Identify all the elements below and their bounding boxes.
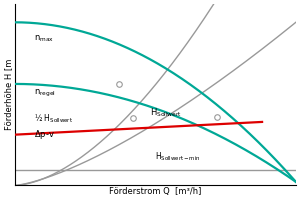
Text: n$_{\mathregular{regel}}$: n$_{\mathregular{regel}}$	[34, 88, 56, 99]
X-axis label: Förderstrom Q  [m³/h]: Förderstrom Q [m³/h]	[109, 187, 201, 196]
Text: H$_{\mathregular{Sollwert-min}}$: H$_{\mathregular{Sollwert-min}}$	[155, 150, 201, 163]
Text: ½ H$_{\mathregular{Sollwert}}$: ½ H$_{\mathregular{Sollwert}}$	[34, 112, 73, 125]
Text: $\Delta$p-v: $\Delta$p-v	[34, 128, 55, 141]
Text: n$_{\mathregular{max}}$: n$_{\mathregular{max}}$	[34, 33, 54, 44]
Y-axis label: Förderhöhe H [m: Förderhöhe H [m	[4, 59, 13, 130]
Text: H$_{\mathregular{Sollwert}}$: H$_{\mathregular{Sollwert}}$	[150, 107, 181, 119]
